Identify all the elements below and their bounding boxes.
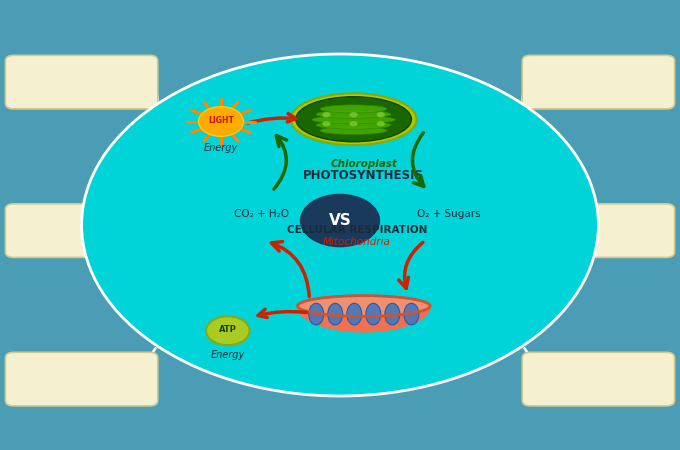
FancyBboxPatch shape <box>5 352 158 406</box>
Circle shape <box>199 107 243 136</box>
Ellipse shape <box>404 303 419 325</box>
Text: CELLULAR RESPIRATION: CELLULAR RESPIRATION <box>287 225 427 235</box>
FancyBboxPatch shape <box>522 352 675 406</box>
FancyBboxPatch shape <box>5 204 158 257</box>
Ellipse shape <box>316 121 391 129</box>
Ellipse shape <box>320 105 387 113</box>
Circle shape <box>350 112 358 117</box>
Text: Chloroplast: Chloroplast <box>330 159 397 169</box>
Circle shape <box>322 112 330 117</box>
Text: Energy: Energy <box>211 351 245 360</box>
Circle shape <box>377 112 385 117</box>
Text: LIGHT: LIGHT <box>208 116 234 125</box>
Text: Mitochondria: Mitochondria <box>323 237 391 247</box>
Circle shape <box>377 121 385 126</box>
Text: O₂ + Sugars: O₂ + Sugars <box>417 209 481 219</box>
Text: ATP: ATP <box>219 325 237 334</box>
Ellipse shape <box>320 126 387 135</box>
Ellipse shape <box>309 303 324 325</box>
Circle shape <box>322 121 330 126</box>
Ellipse shape <box>312 116 395 124</box>
Ellipse shape <box>328 303 343 325</box>
Circle shape <box>301 194 379 247</box>
Text: PHOTOSYNTHESIS: PHOTOSYNTHESIS <box>303 169 424 182</box>
FancyBboxPatch shape <box>522 204 675 257</box>
FancyBboxPatch shape <box>522 55 675 109</box>
Text: VS: VS <box>328 213 352 228</box>
Circle shape <box>350 121 358 126</box>
Ellipse shape <box>366 303 381 325</box>
Polygon shape <box>298 306 430 332</box>
Ellipse shape <box>296 97 411 142</box>
Text: Energy: Energy <box>204 143 238 153</box>
Text: CO₂ + H₂O: CO₂ + H₂O <box>235 209 289 219</box>
Circle shape <box>82 54 598 396</box>
Ellipse shape <box>347 303 362 325</box>
Ellipse shape <box>385 303 400 325</box>
Ellipse shape <box>298 296 430 316</box>
FancyBboxPatch shape <box>5 55 158 109</box>
Circle shape <box>206 316 250 345</box>
Ellipse shape <box>291 94 416 145</box>
Ellipse shape <box>316 110 391 118</box>
